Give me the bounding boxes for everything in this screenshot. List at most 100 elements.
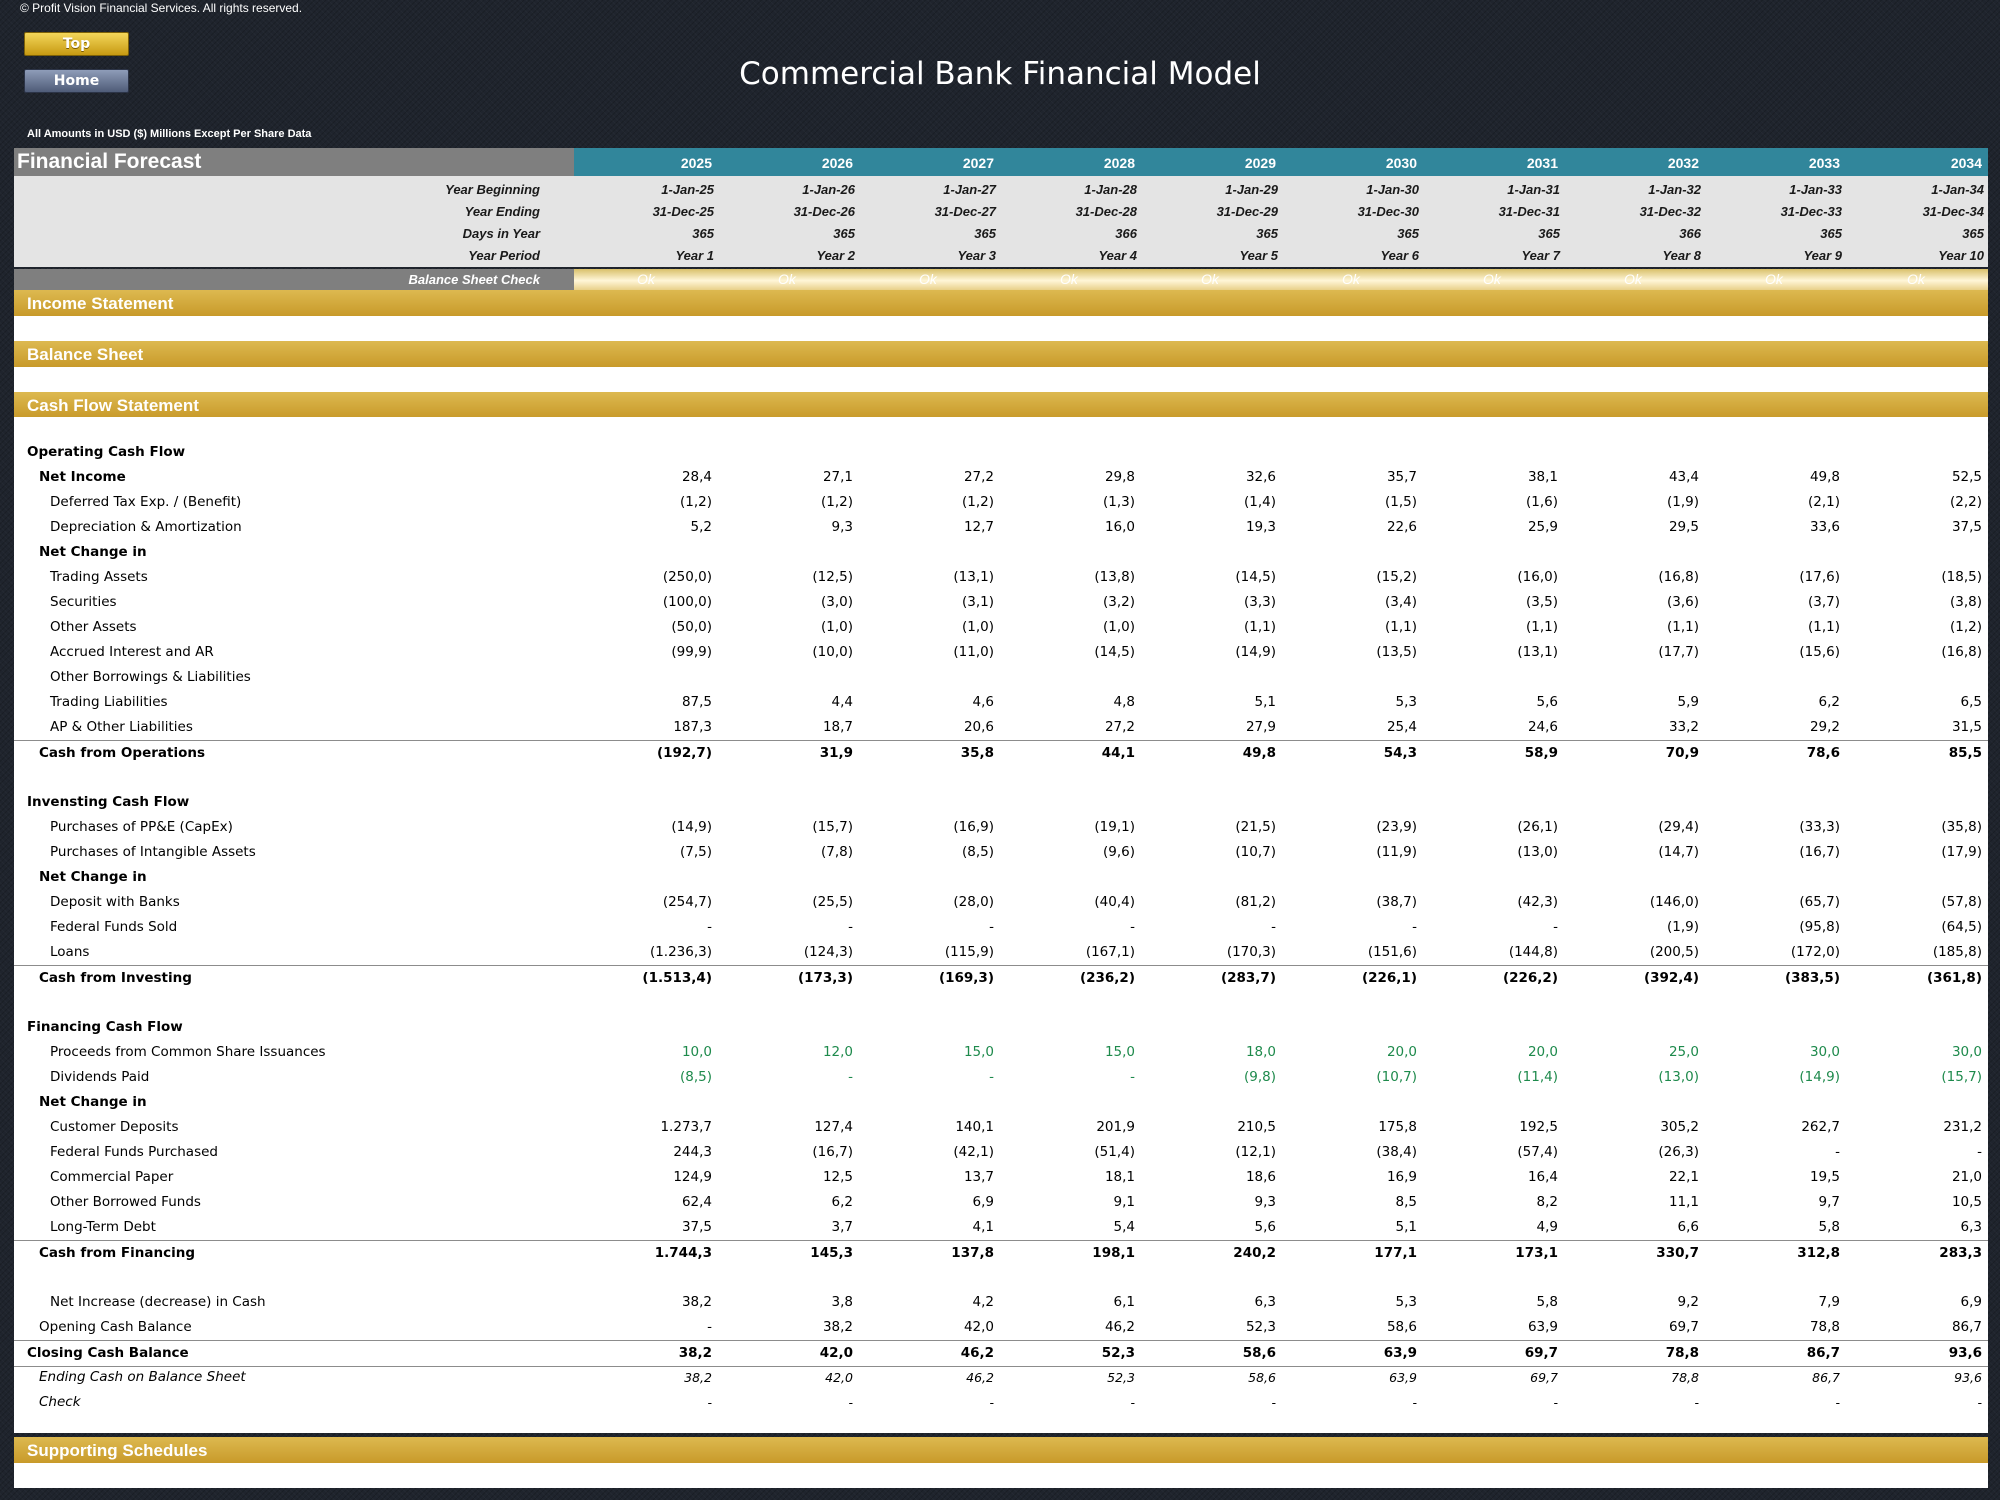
table-row: Cash from Financing 1.744,3 145,3 137,8 198,… xyxy=(14,1240,1988,1266)
home-button[interactable]: Home xyxy=(24,69,129,93)
value-cell: 28,4 xyxy=(681,469,712,485)
value-cell: (16,0) xyxy=(1517,569,1558,585)
value-cell: - xyxy=(989,1069,994,1085)
value-cell: - xyxy=(848,1395,853,1410)
timeline-info-block: Year Beginning 1-Jan-25 1-Jan-26 1-Jan-27 1-… xyxy=(14,176,1988,267)
info-cell: 365 xyxy=(833,226,855,241)
value-cell: 31,9 xyxy=(819,745,853,761)
value-cell: (21,5) xyxy=(1235,819,1276,835)
section-cash-flow-statement[interactable]: Cash Flow Statement xyxy=(14,392,1988,418)
value-cell: 29,5 xyxy=(1668,519,1699,535)
balance-check-ok: Ok xyxy=(1201,271,1219,287)
top-button[interactable]: Top xyxy=(24,32,129,56)
value-cell: (2,1) xyxy=(1807,494,1840,510)
value-cell: (1,5) xyxy=(1384,494,1417,510)
value-cell: 16,4 xyxy=(1527,1169,1558,1185)
value-cell: - xyxy=(1977,1144,1982,1160)
value-cell: - xyxy=(1130,1395,1135,1410)
value-cell: 18,1 xyxy=(1104,1169,1135,1185)
info-row-label: Days in Year xyxy=(462,226,540,241)
value-cell: - xyxy=(707,919,712,935)
value-cell: 38,2 xyxy=(678,1345,712,1361)
value-cell: 201,9 xyxy=(1096,1119,1135,1135)
year-header-5: 2030 xyxy=(1385,155,1417,171)
info-cell: Year 7 xyxy=(1521,248,1560,263)
value-cell: (1,2) xyxy=(1949,619,1982,635)
info-cell: 1-Jan-26 xyxy=(802,182,855,197)
value-cell: 37,5 xyxy=(1951,519,1982,535)
value-cell: 52,3 xyxy=(1101,1345,1135,1361)
value-cell: 33,6 xyxy=(1809,519,1840,535)
value-cell: (3,1) xyxy=(961,594,994,610)
info-cell: 31-Dec-27 xyxy=(934,204,996,219)
value-cell: (1.236,3) xyxy=(649,944,712,960)
value-cell: (40,4) xyxy=(1094,894,1135,910)
section-income-statement[interactable]: Income Statement xyxy=(14,290,1988,316)
section-supporting-schedules[interactable]: Supporting Schedules xyxy=(14,1437,1988,1463)
info-cell: 365 xyxy=(1397,226,1419,241)
value-cell: (1,0) xyxy=(820,619,853,635)
value-cell: (144,8) xyxy=(1508,944,1558,960)
value-cell: 16,9 xyxy=(1386,1169,1417,1185)
row-label: Proceeds from Common Share Issuances xyxy=(50,1044,326,1060)
cash-flow-table: Operating Cash Flow Net Income 28,4 27,1 27,… xyxy=(14,417,1988,1433)
info-cell: 31-Dec-29 xyxy=(1216,204,1278,219)
units-note: All Amounts in USD ($) Millions Except P… xyxy=(27,128,312,140)
row-label: Net Income xyxy=(39,469,126,485)
balance-check-ok: Ok xyxy=(778,271,796,287)
table-row: Cash from Operations (192,7) 31,9 35,8 44,1 4… xyxy=(14,740,1988,766)
value-cell: 8,5 xyxy=(1395,1194,1417,1210)
value-cell: - xyxy=(1412,919,1417,935)
value-cell: 15,0 xyxy=(1104,1044,1135,1060)
value-cell: 25,9 xyxy=(1527,519,1558,535)
value-cell: 49,8 xyxy=(1242,745,1276,761)
balance-check-ok: Ok xyxy=(1060,271,1078,287)
value-cell: (29,4) xyxy=(1658,819,1699,835)
row-label: Depreciation & Amortization xyxy=(50,519,242,535)
value-cell: 5,4 xyxy=(1113,1219,1135,1235)
table-row: Check - - - - - - - - - - xyxy=(14,1390,1988,1415)
row-label: Purchases of PP&E (CapEx) xyxy=(50,819,233,835)
value-cell: 145,3 xyxy=(810,1245,853,1261)
value-cell: 42,0 xyxy=(963,1319,994,1335)
value-cell: 283,3 xyxy=(1939,1245,1982,1261)
value-cell: 127,4 xyxy=(814,1119,853,1135)
section-balance-sheet[interactable]: Balance Sheet xyxy=(14,341,1988,367)
value-cell: 38,1 xyxy=(1527,469,1558,485)
value-cell: - xyxy=(707,1319,712,1335)
value-cell: (3,6) xyxy=(1666,594,1699,610)
table-row: Net Income 28,4 27,1 27,2 29,8 32,6 35,7 38,1 43… xyxy=(14,465,1988,490)
copyright-notice: © Profit Vision Financial Services. All … xyxy=(20,1,303,15)
info-cell: Year 4 xyxy=(1098,248,1137,263)
table-row: Closing Cash Balance 38,2 42,0 46,2 52,3 58,6… xyxy=(14,1340,1988,1367)
row-label: Cash from Financing xyxy=(39,1245,196,1261)
value-cell: 52,5 xyxy=(1951,469,1982,485)
table-row: Other Borrowings & Liabilities xyxy=(14,665,1988,690)
value-cell: (38,4) xyxy=(1376,1144,1417,1160)
value-cell: 175,8 xyxy=(1378,1119,1417,1135)
info-cell: 1-Jan-32 xyxy=(1648,182,1701,197)
value-cell: 52,3 xyxy=(1107,1370,1135,1385)
value-cell: 177,1 xyxy=(1374,1245,1417,1261)
value-cell: 5,8 xyxy=(1818,1219,1840,1235)
value-cell: 3,8 xyxy=(831,1294,853,1310)
value-cell: (42,1) xyxy=(953,1144,994,1160)
table-row: Trading Liabilities 87,5 4,4 4,6 4,8 5,1 5,3 5,… xyxy=(14,690,1988,715)
row-label: Deferred Tax Exp. / (Benefit) xyxy=(50,494,242,510)
info-cell: 1-Jan-28 xyxy=(1084,182,1137,197)
row-label: Loans xyxy=(50,944,90,960)
value-cell: 24,6 xyxy=(1527,719,1558,735)
value-cell: (14,5) xyxy=(1094,644,1135,660)
value-cell: 30,0 xyxy=(1809,1044,1840,1060)
value-cell: 58,6 xyxy=(1386,1319,1417,1335)
value-cell: (15,6) xyxy=(1799,644,1840,660)
value-cell: (10,0) xyxy=(812,644,853,660)
value-cell: (57,8) xyxy=(1941,894,1982,910)
value-cell: (173,3) xyxy=(797,970,853,986)
row-label: Net Change in xyxy=(39,869,147,885)
value-cell: 86,7 xyxy=(1806,1345,1840,1361)
value-cell: 192,5 xyxy=(1519,1119,1558,1135)
value-cell: 6,3 xyxy=(1960,1219,1982,1235)
value-cell: (1,1) xyxy=(1384,619,1417,635)
value-cell: 9,7 xyxy=(1818,1194,1840,1210)
